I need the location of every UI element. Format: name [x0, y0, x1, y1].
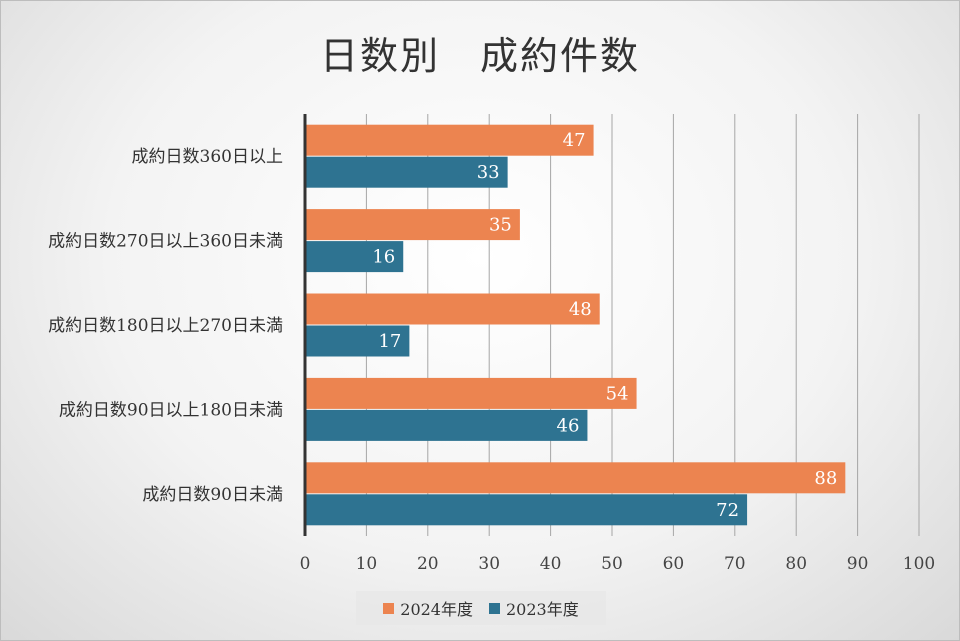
x-tick-label: 50: [601, 554, 623, 574]
x-tick-label: 10: [356, 554, 378, 574]
data-label: 46: [557, 415, 580, 436]
data-label: 35: [489, 215, 512, 236]
category-label: 成約日数90日以上180日未満: [59, 400, 283, 420]
x-tick-label: 90: [847, 554, 869, 574]
chart-legend: 2024年度 2023年度: [356, 591, 606, 625]
legend-label-2023: 2023年度: [506, 600, 579, 619]
data-label: 16: [372, 247, 395, 268]
bar: [305, 462, 846, 494]
bar: [305, 325, 410, 357]
data-label: 88: [814, 468, 837, 489]
legend-label-2024: 2024年度: [400, 600, 473, 619]
legend-swatch-2024: [383, 602, 395, 614]
bar: [305, 377, 637, 409]
category-label: 成約日数180日以上270日未満: [48, 316, 283, 336]
bar: [305, 124, 594, 156]
data-label: 54: [606, 383, 629, 404]
category-label: 成約日数360日以上: [132, 147, 283, 167]
x-tick-label: 100: [903, 554, 935, 574]
data-label: 48: [569, 299, 592, 320]
x-tick-label: 40: [540, 554, 562, 574]
bar: [305, 409, 588, 441]
data-label: 33: [477, 162, 500, 183]
bar: [305, 494, 748, 526]
x-tick-label: 60: [663, 554, 685, 574]
legend-swatch-2023: [489, 602, 500, 614]
x-tick-label: 0: [300, 554, 311, 574]
x-tick-label: 30: [478, 554, 500, 574]
data-label: 47: [563, 130, 586, 151]
bar: [305, 241, 404, 273]
category-label: 成約日数90日未満: [142, 485, 283, 505]
data-label: 17: [378, 331, 401, 352]
bar: [305, 156, 508, 188]
legend-item-2024: 2024年度: [383, 596, 473, 620]
chart-title: 日数別 成約件数: [319, 34, 640, 78]
data-label: 72: [716, 500, 739, 521]
legend-item-2023: 2023年度: [489, 596, 579, 620]
x-tick-label: 70: [724, 554, 746, 574]
category-label: 成約日数270日以上360日未満: [48, 232, 283, 252]
x-tick-label: 80: [785, 554, 807, 574]
bar: [305, 209, 520, 241]
bar: [305, 293, 600, 325]
x-tick-label: 20: [417, 554, 439, 574]
